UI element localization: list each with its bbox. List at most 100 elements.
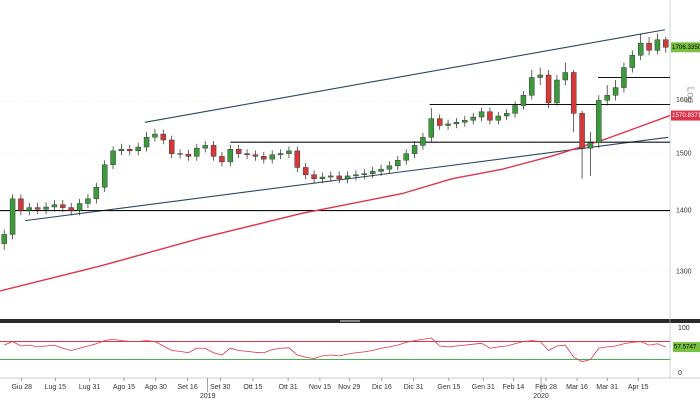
rsi-tick-label: 100: [678, 325, 690, 332]
candle-body: [127, 149, 133, 152]
candle-body: [403, 153, 409, 161]
candle-body: [210, 145, 217, 157]
candle-body: [177, 153, 183, 155]
moving-average: [0, 114, 671, 292]
candle-body: [503, 113, 510, 117]
x-tick-label: Nov 29: [338, 384, 360, 391]
candle-body: [470, 116, 476, 121]
trendline: [144, 29, 666, 123]
rsi-tick-label: 0: [678, 370, 682, 377]
candle-body: [604, 95, 610, 101]
x-tick-label: Mar 16: [566, 384, 588, 391]
candle-body: [269, 154, 275, 160]
candle-body: [235, 149, 242, 154]
candle-body: [462, 119, 468, 123]
candle-body: [554, 79, 560, 104]
candle-body: [1, 234, 7, 244]
candle-body: [101, 164, 108, 188]
candle-body: [51, 204, 58, 208]
candle-body: [436, 118, 443, 126]
separator-grip: [340, 320, 360, 322]
candle-body: [663, 39, 669, 48]
price-label-box: [671, 42, 700, 53]
candle-body: [369, 171, 376, 174]
candle-body: [252, 154, 259, 157]
candle-body: [227, 149, 234, 163]
candle-body: [646, 42, 652, 51]
candle-body: [386, 165, 393, 170]
candle-body: [529, 77, 535, 96]
x-tick-label: Lug 15: [45, 384, 67, 391]
candle-body: [378, 168, 384, 172]
candle-body: [135, 146, 141, 152]
candle-body: [637, 42, 644, 56]
candle-body: [261, 156, 267, 160]
candle-body: [562, 72, 569, 81]
candle-body: [294, 150, 301, 168]
candle-body: [344, 175, 351, 179]
x-tick-label: Set 30: [210, 384, 230, 391]
candle-body: [319, 176, 326, 179]
x-tick-label: Ott 15: [243, 384, 262, 391]
candle-body: [43, 206, 49, 210]
x-tick-label: Nov 15: [309, 384, 331, 391]
candle-body: [495, 115, 502, 121]
candle-body: [361, 173, 368, 175]
x-tick-label: Dic 16: [372, 384, 392, 391]
x-tick-label: Set 16: [177, 384, 197, 391]
x-tick-label: Ott 31: [279, 384, 298, 391]
candle-body: [110, 150, 116, 165]
x-tick-label: Lug 31: [79, 384, 101, 391]
x-tick-label: Gen 31: [472, 384, 495, 391]
candle-body: [654, 39, 661, 51]
y-tick-label: 1600: [676, 97, 692, 104]
candle-body: [420, 137, 426, 146]
candle-body: [428, 118, 435, 138]
candle-body: [587, 142, 594, 149]
x-tick-label: Mar 31: [596, 384, 618, 391]
candle-body: [629, 55, 636, 68]
candle-body: [395, 160, 401, 167]
scale-label: Log: [684, 87, 695, 104]
candle-body: [336, 175, 342, 179]
y-tick-label: 1500: [676, 150, 692, 157]
candle-body: [194, 147, 200, 157]
candle-body: [286, 150, 292, 154]
candle-body: [570, 72, 577, 114]
candle-body: [621, 67, 627, 88]
x-tick-label: Feb 28: [535, 384, 557, 391]
rsi-line: [4, 337, 666, 363]
year-label: 2020: [533, 393, 549, 400]
x-tick-label: Gen 15: [437, 384, 460, 391]
y-tick-label: 1400: [676, 207, 692, 214]
candle-body: [302, 167, 309, 175]
candle-body: [244, 153, 250, 155]
candle-body: [93, 187, 100, 200]
candle-body: [152, 133, 158, 138]
candle-body: [328, 175, 334, 178]
candle-body: [60, 204, 66, 208]
candle-body: [545, 74, 552, 104]
x-tick-label: Ago 30: [145, 384, 167, 391]
year-label: 2019: [200, 393, 216, 400]
candle-body: [219, 156, 225, 163]
x-tick-label: Feb 14: [502, 384, 524, 391]
candle-body: [118, 149, 125, 152]
candle-body: [277, 153, 284, 155]
trendline: [25, 136, 669, 222]
x-tick-label: Ago 15: [113, 384, 135, 391]
candle-body: [76, 203, 83, 211]
candle-body: [537, 74, 543, 78]
candle-body: [353, 174, 359, 177]
candle-body: [34, 207, 41, 210]
candle-body: [520, 95, 527, 106]
candle-body: [202, 145, 208, 149]
candle-body: [612, 87, 619, 96]
ma-label: 1570.8371: [672, 112, 700, 119]
rsi-label-box: [673, 342, 700, 353]
candle-body: [512, 105, 518, 114]
candle-body: [445, 123, 451, 126]
candle-body: [160, 133, 167, 141]
candle-body: [85, 198, 91, 204]
